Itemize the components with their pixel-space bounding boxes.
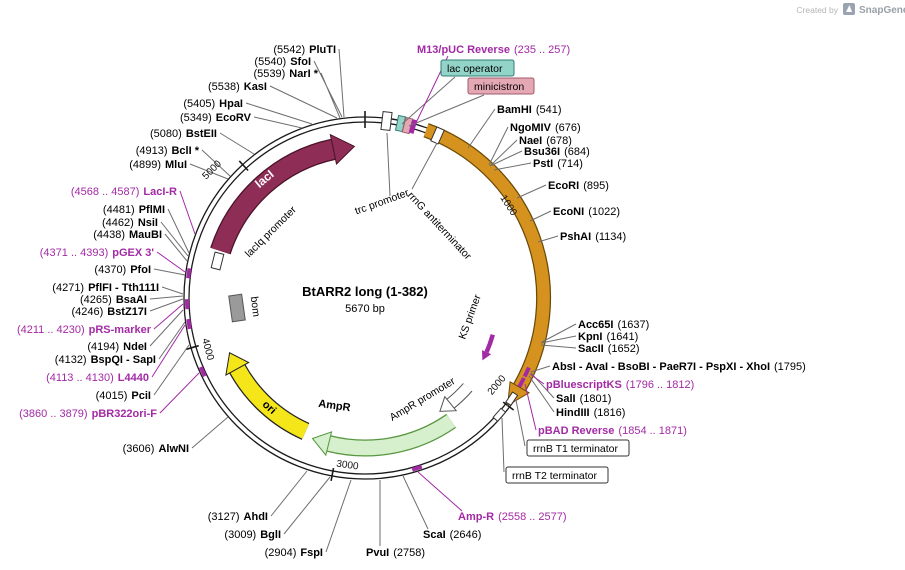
site-pflfi-tth111i-label: (4271) PflFI - Tth111I bbox=[52, 282, 159, 294]
site-labels-right: M13/pUC Reverse (235 .. 257) BamHI (541) N… bbox=[366, 44, 806, 559]
site-sfoi-label: (5540) SfoI bbox=[254, 56, 311, 68]
site-pshai-label: PshAI (1134) bbox=[560, 231, 626, 243]
prs-marker-glyph bbox=[184, 299, 190, 310]
site-bsu36i-label: Bsu36I (684) bbox=[524, 146, 590, 158]
feature-laci-arrow bbox=[210, 133, 356, 255]
site-nari-label: (5539) NarI * bbox=[253, 68, 318, 80]
ampr-primer-glyph bbox=[411, 464, 423, 472]
feature-ks-primer-arrow bbox=[482, 334, 495, 361]
site-sali-label: SalI (1801) bbox=[556, 393, 611, 405]
primer-amp-r-label: Amp-R (2558 .. 2577) bbox=[458, 511, 567, 523]
feature-label-ampr: AmpR bbox=[318, 398, 352, 414]
plasmid-size: 5670 bp bbox=[345, 303, 385, 315]
site-ngomiv-label: NgoMIV (676) bbox=[510, 122, 581, 134]
site-absi-xhoi-group-label: AbsI - AvaI - BsoBI - PaeR7I - PspXI - X… bbox=[552, 361, 806, 373]
rrnb-t1-terminator-box bbox=[526, 439, 630, 457]
rrnb-t2-glyph bbox=[492, 407, 507, 423]
pbr322orif-primer-glyph bbox=[198, 366, 207, 377]
lac-operator-box bbox=[440, 59, 515, 77]
snapgene-brand-text: SnapGene bbox=[859, 5, 905, 16]
site-bstz17i-label: (4246) BstZ17I bbox=[71, 306, 147, 318]
pgex3-primer-glyph bbox=[186, 268, 192, 279]
site-kasi-label: (5538) KasI bbox=[208, 81, 267, 93]
site-mlui-label: (4899) MluI bbox=[129, 159, 187, 171]
site-pflmi-label: (4481) PflMI bbox=[103, 204, 165, 216]
feature-ampr-arrow bbox=[311, 413, 456, 457]
feature-glyphs bbox=[184, 110, 531, 472]
site-pfoi-label: (4370) PfoI bbox=[94, 264, 151, 276]
plasmid-title: BtARR2 long (1-382) bbox=[302, 284, 428, 299]
feature-label-trc-promoter: trc promoter bbox=[353, 187, 411, 218]
primer-laci-r-label: (4568 .. 4587) LacI-R bbox=[71, 186, 177, 198]
site-ecori-label: EcoRI (895) bbox=[548, 180, 609, 192]
site-naei-label: NaeI (678) bbox=[519, 135, 572, 147]
snapgene-logo-mark bbox=[846, 5, 852, 12]
minicistron-label: minicistron bbox=[474, 81, 524, 93]
site-sacii-label: SacII (1652) bbox=[578, 343, 639, 355]
primer-l4440-label: (4113 .. 4130) L4440 bbox=[46, 372, 149, 384]
site-pvui-label: PvuI (2758) bbox=[366, 547, 425, 559]
feature-label-ks-primer: KS primer bbox=[457, 293, 484, 341]
snapgene-watermark: Created by SnapGene bbox=[796, 3, 905, 16]
site-hindiii-label: HindIII (1816) bbox=[556, 407, 625, 419]
site-bsaai-label: (4265) BsaAI bbox=[80, 294, 147, 306]
site-acc65i-label: Acc65I (1637) bbox=[578, 319, 649, 331]
m13-primer-glyph bbox=[408, 119, 418, 134]
primer-pbluescriptks-label: pBluescriptKS (1796 .. 1812) bbox=[546, 379, 694, 391]
primer-pbad-reverse-label: pBAD Reverse (1854 .. 1871) bbox=[538, 425, 687, 437]
site-kpni-label: KpnI (1641) bbox=[578, 331, 638, 343]
feature-orf-arrow bbox=[423, 123, 552, 407]
lac-operator-label: lac operator bbox=[447, 63, 503, 75]
leader-lines bbox=[149, 48, 577, 553]
site-labels-left: (5542) PluTI (5540) SfoI (5539) NarI * (553… bbox=[17, 44, 336, 559]
site-alwni-label: (3606) AlwNI bbox=[123, 443, 189, 455]
site-nsii-label: (4462) NsiI bbox=[102, 217, 158, 229]
bom-glyph bbox=[228, 293, 246, 323]
primer-m13-puc-reverse-label: M13/pUC Reverse (235 .. 257) bbox=[417, 44, 570, 56]
rrng-antiterminator-glyph bbox=[430, 126, 445, 145]
site-bamhi-label: BamHI (541) bbox=[497, 104, 562, 116]
l4440-primer-glyph bbox=[186, 318, 192, 330]
primer-prs-marker-label: (4211 .. 4230) pRS-marker bbox=[17, 324, 152, 336]
leader-lines-primer bbox=[151, 55, 545, 512]
pbluescriptks-primer-glyph bbox=[522, 366, 531, 378]
pbad-primer-glyph bbox=[517, 377, 526, 388]
site-bcli-label: (4913) BclI * bbox=[136, 145, 200, 157]
tick-label-5000: 5000 bbox=[200, 158, 224, 182]
trc-promoter-glyph bbox=[380, 110, 393, 132]
site-hpai-label: (5405) HpaI bbox=[183, 98, 243, 110]
created-by-text: Created by bbox=[796, 5, 838, 15]
tick-label-2000: 2000 bbox=[486, 373, 509, 397]
site-pluti-label: (5542) PluTI bbox=[273, 44, 336, 56]
feature-label-bom: bom bbox=[248, 296, 262, 318]
site-bsteii-label: (5080) BstEII bbox=[150, 128, 217, 140]
site-econi-label: EcoNI (1022) bbox=[553, 206, 620, 218]
site-maubi-label: (4438) MauBI bbox=[93, 229, 162, 241]
rrnb-t1-glyph bbox=[505, 391, 519, 407]
site-psti-label: PstI (714) bbox=[533, 158, 583, 170]
site-ecorv-label: (5349) EcoRV bbox=[180, 112, 252, 124]
site-ndei-label: (4194) NdeI bbox=[87, 341, 147, 353]
feature-label-rrng-antiterminator: rrnG antiterminator bbox=[405, 190, 474, 263]
minicistron-box bbox=[467, 77, 535, 95]
site-bspqi-sapi-label: (4132) BspQI - SapI bbox=[55, 354, 156, 366]
rrnb-t2-terminator-box bbox=[505, 466, 609, 484]
site-bgli-label: (3009) BglI bbox=[224, 529, 281, 541]
feature-ori-arrow bbox=[225, 352, 310, 440]
primer-pbr322ori-f-label: (3860 .. 3879) pBR322ori-F bbox=[19, 408, 157, 420]
boxed-labels: lac operator minicistron rrnB T1 termina… bbox=[440, 59, 630, 484]
primer-pgex-3-label: (4371 .. 4393) pGEX 3' bbox=[40, 247, 155, 259]
site-fspi-label: (2904) FspI bbox=[265, 547, 323, 559]
tick-label-3000: 3000 bbox=[336, 459, 360, 473]
rrnb-t2-terminator-label: rrnB T2 terminator bbox=[512, 470, 598, 482]
site-pcii-label: (4015) PciI bbox=[96, 390, 151, 402]
rrnb-t1-terminator-label: rrnB T1 terminator bbox=[533, 443, 619, 455]
feature-ampr-promoter-arrow bbox=[439, 383, 473, 412]
site-ahdi-label: (3127) AhdI bbox=[208, 511, 268, 523]
laciq-promoter-glyph bbox=[210, 251, 225, 271]
tick-label-4000: 4000 bbox=[199, 337, 215, 362]
site-scai-label: ScaI (2646) bbox=[423, 529, 481, 541]
